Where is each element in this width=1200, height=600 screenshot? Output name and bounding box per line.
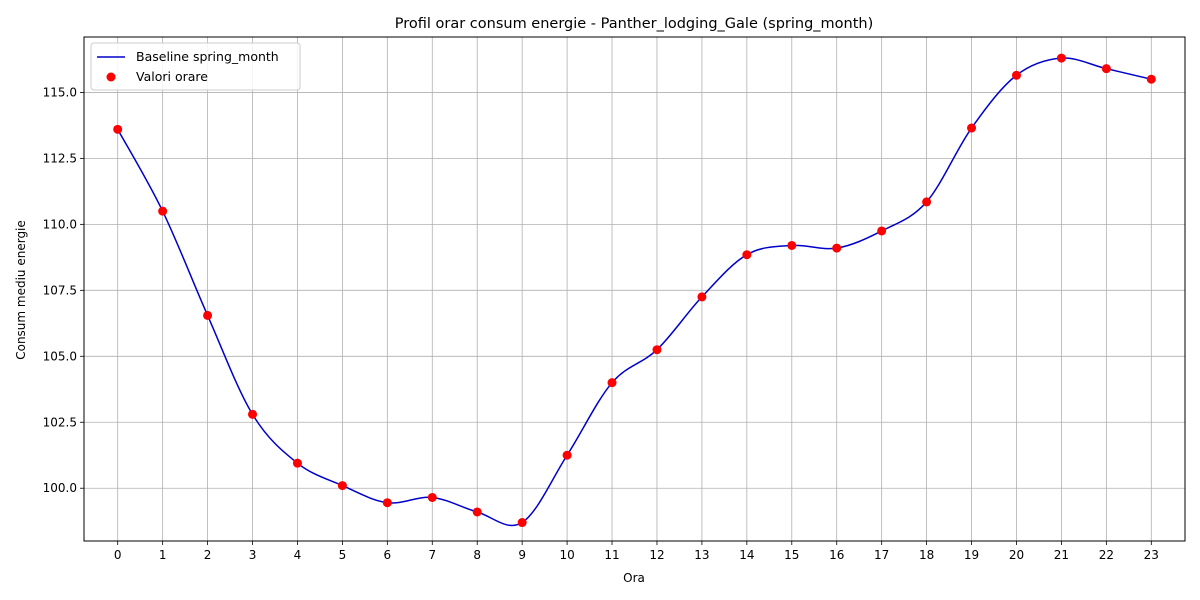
y-axis-label: Consum mediu energie <box>14 220 28 360</box>
data-point <box>158 206 168 216</box>
x-axis-label: Ora <box>623 571 645 585</box>
data-point <box>697 292 707 302</box>
series-line-baseline <box>117 57 1152 527</box>
x-tick-label: 14 <box>739 548 754 562</box>
data-point <box>203 310 213 320</box>
data-point <box>1056 53 1066 63</box>
data-point <box>337 481 347 491</box>
data-point <box>1146 74 1156 84</box>
x-tick-label: 12 <box>649 548 664 562</box>
series-layer <box>113 53 1156 528</box>
x-tick-label: 17 <box>874 548 889 562</box>
x-tick-label: 13 <box>694 548 709 562</box>
data-point <box>562 450 572 460</box>
data-point <box>517 518 527 528</box>
x-tick-label: 7 <box>428 548 436 562</box>
data-point <box>607 378 617 388</box>
data-point <box>1101 64 1111 74</box>
legend: Baseline spring_month Valori orare <box>90 42 301 91</box>
data-point <box>1011 70 1021 80</box>
x-tick-label: 21 <box>1054 548 1069 562</box>
legend-label-baseline: Baseline spring_month <box>136 49 279 64</box>
x-tick-label: 8 <box>473 548 481 562</box>
data-point <box>787 240 797 250</box>
x-tick-label: 11 <box>604 548 619 562</box>
x-tick-label: 22 <box>1099 548 1114 562</box>
data-point <box>877 226 887 236</box>
data-point <box>742 250 752 260</box>
data-point <box>113 124 123 134</box>
y-tick-label: 110.0 <box>43 217 77 231</box>
x-tick-label: 0 <box>114 548 122 562</box>
data-point <box>292 458 302 468</box>
plot-frame <box>83 36 1186 542</box>
data-point <box>922 197 932 207</box>
data-point <box>427 492 437 502</box>
legend-marker-swatch <box>106 72 116 82</box>
x-tick-label: 20 <box>1009 548 1024 562</box>
x-tick-label: 9 <box>518 548 526 562</box>
data-point <box>832 243 842 253</box>
x-tick-label: 3 <box>249 548 257 562</box>
legend-label-points: Valori orare <box>136 69 208 84</box>
y-tick-label: 100.0 <box>43 481 77 495</box>
x-tick-label: 19 <box>964 548 979 562</box>
data-point <box>652 345 662 355</box>
y-tick-label: 112.5 <box>43 151 77 165</box>
y-tick-label: 105.0 <box>43 349 77 363</box>
chart-title: Profil orar consum energie - Panther_lod… <box>395 16 874 32</box>
x-tick-label: 10 <box>559 548 574 562</box>
data-point <box>382 498 392 508</box>
x-tick-label: 5 <box>339 548 347 562</box>
y-tick-label: 107.5 <box>43 283 77 297</box>
x-tick-label: 2 <box>204 548 212 562</box>
ticks: 0 1 2 3 4 5 6 7 8 9 10 11 12 13 14 15 16 17 18 19 20 21 22 2310… <box>43 85 1159 562</box>
x-tick-label: 16 <box>829 548 844 562</box>
x-tick-label: 18 <box>919 548 934 562</box>
data-point <box>248 409 258 419</box>
x-tick-label: 1 <box>159 548 167 562</box>
data-point <box>472 507 482 517</box>
data-point <box>967 123 977 133</box>
x-tick-label: 6 <box>384 548 392 562</box>
x-tick-label: 23 <box>1144 548 1159 562</box>
x-tick-label: 15 <box>784 548 799 562</box>
x-tick-label: 4 <box>294 548 302 562</box>
y-tick-label: 115.0 <box>43 85 77 99</box>
legend-box <box>90 42 301 91</box>
y-tick-label: 102.5 <box>43 415 77 429</box>
grid <box>84 37 1185 541</box>
